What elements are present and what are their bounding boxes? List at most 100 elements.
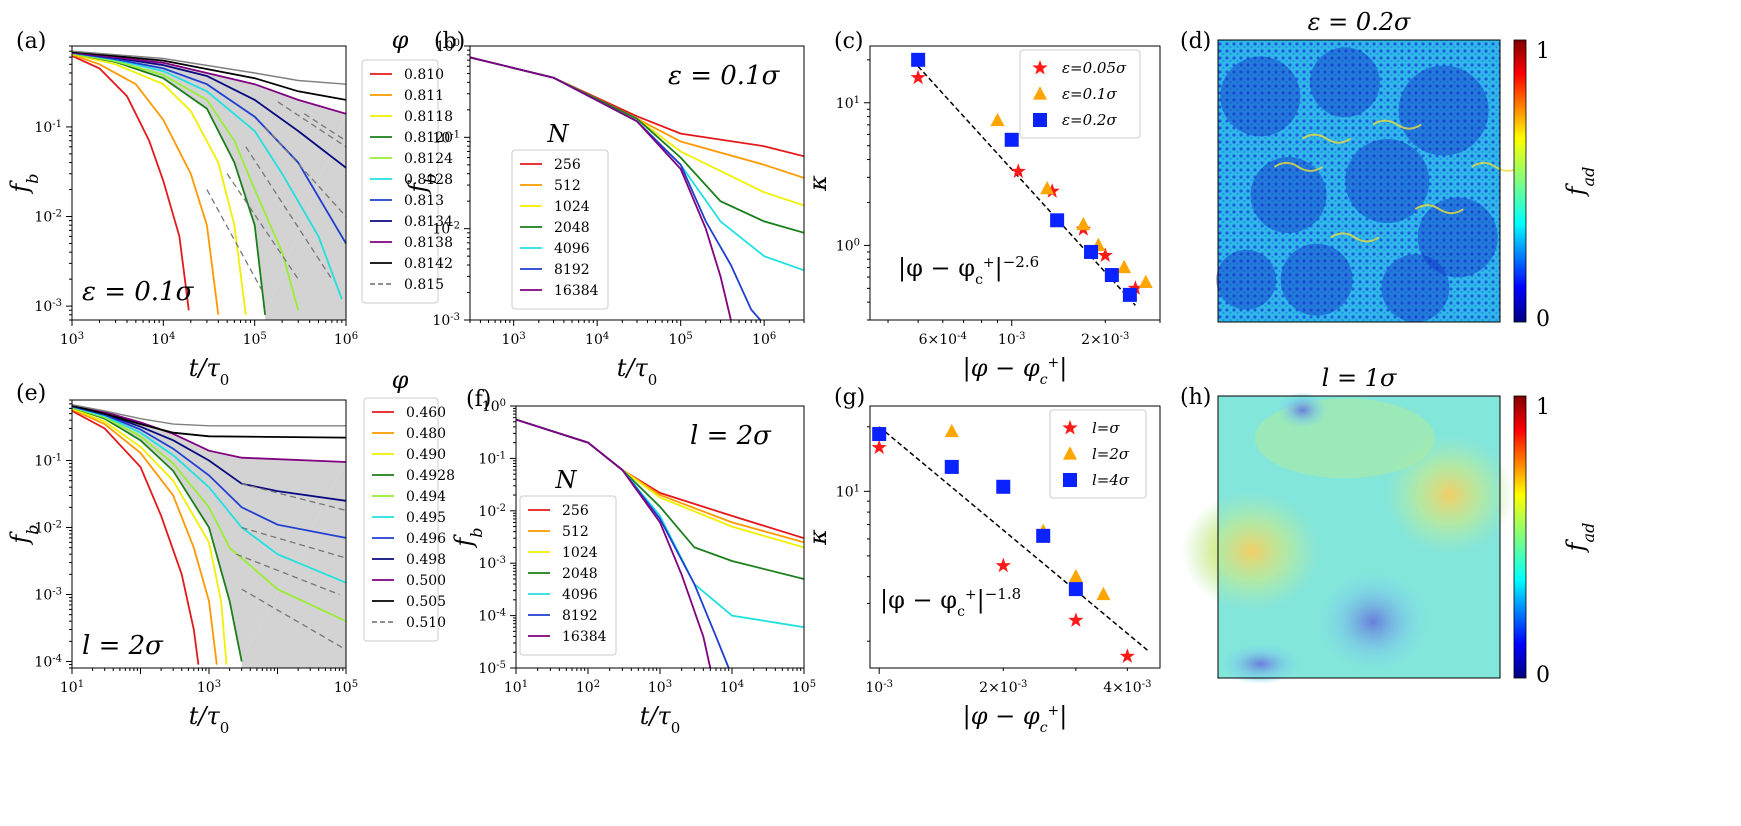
legend-entry-2048: 2048 bbox=[554, 220, 590, 236]
colorbar bbox=[1513, 395, 1527, 679]
legend-entry-0.505: 0.505 bbox=[406, 594, 446, 610]
heatmap-h: l = 1σ 1 0 fad bbox=[1181, 364, 1598, 688]
y-tick-label-3: 100 bbox=[436, 38, 460, 56]
point-square-3 bbox=[1084, 244, 1099, 259]
legend-entry-4096: 4096 bbox=[562, 587, 598, 603]
y-tick-label-0: 10-3 bbox=[34, 298, 62, 316]
series-line-0.495 bbox=[72, 406, 346, 584]
heatmap-frame bbox=[1217, 395, 1501, 679]
legend-entry-0.815: 0.815 bbox=[404, 277, 444, 293]
legend-entry-16384: 16384 bbox=[562, 629, 607, 645]
cluster-2 bbox=[1398, 65, 1489, 156]
legend-title: φ bbox=[392, 366, 409, 394]
bond-2 bbox=[1414, 204, 1464, 215]
legend-entry-0.8124: 0.8124 bbox=[404, 151, 453, 167]
legend-entry-0.8142: 0.8142 bbox=[404, 256, 453, 272]
point-star-2 bbox=[1044, 183, 1060, 198]
panel-e: 101 103 105 10-4 10-3 10-2 10-1 t/τ0 fb l = 2σ φ 0.… bbox=[6, 366, 455, 737]
x-tick-label-2: 105 bbox=[334, 679, 358, 697]
series-line-0.8118 bbox=[72, 53, 247, 315]
legend-entry-0.510: 0.510 bbox=[406, 615, 446, 631]
cluster-8 bbox=[1216, 249, 1277, 310]
panel-label-3: (d) bbox=[1180, 29, 1211, 54]
x-axis-label: t/τ0 bbox=[617, 354, 658, 389]
y-tick-label-1: 10-3 bbox=[34, 586, 62, 604]
point-triangle-2 bbox=[1068, 568, 1083, 583]
legend-entry-0.811: 0.811 bbox=[404, 88, 444, 104]
x-tick-label-2: 103 bbox=[648, 679, 672, 697]
legend-entry-1: ε=0.1σ bbox=[1062, 85, 1117, 103]
x-tick-label-1: 104 bbox=[585, 331, 609, 349]
series-line-0.811 bbox=[72, 53, 220, 315]
panel-label-7: (h) bbox=[1180, 385, 1211, 410]
panel-g: 10-3 2×10-3 4×10-3 101 |φ − φc+| κ |φ − φc+|−1… bbox=[804, 405, 1161, 736]
colorbar-label: fad bbox=[1562, 167, 1598, 198]
legend-marker-star bbox=[1032, 60, 1048, 75]
legend-entry-0.480: 0.480 bbox=[406, 426, 446, 442]
plot-area-f bbox=[516, 418, 804, 668]
y-tick-label-4: 10-1 bbox=[478, 450, 506, 468]
x-tick-label-0: 103 bbox=[60, 331, 84, 349]
y-tick-label-3: 10-1 bbox=[34, 452, 62, 470]
annotation-f: l = 2σ bbox=[690, 421, 772, 451]
point-triangle-1 bbox=[1040, 180, 1055, 195]
y-tick-label-0: 10-3 bbox=[432, 312, 460, 330]
legend-entry-1: l=2σ bbox=[1092, 445, 1130, 463]
y-tick-label-0: 10-5 bbox=[478, 660, 506, 678]
legend-entry-0.8118: 0.8118 bbox=[404, 109, 453, 125]
fit-line-3 bbox=[245, 146, 333, 280]
annotation-a: ε = 0.1σ bbox=[82, 277, 195, 307]
legend-marker-triangle bbox=[1063, 446, 1077, 460]
x-tick-label-3: 106 bbox=[334, 331, 358, 349]
x-tick-label-2: 105 bbox=[669, 331, 693, 349]
series-line-0.510 bbox=[72, 404, 346, 427]
x-axis-label: t/τ0 bbox=[189, 702, 230, 737]
shaded-region-tail bbox=[241, 461, 346, 668]
x-axis-label: t/τ0 bbox=[189, 354, 230, 389]
heatmap-title: ε = 0.2σ bbox=[1308, 8, 1411, 36]
shaded-region-tail bbox=[265, 113, 346, 320]
fit-line-0 bbox=[241, 483, 346, 512]
bond-4 bbox=[1273, 161, 1323, 172]
cluster-0 bbox=[1220, 56, 1301, 137]
legend-entry-2: l=4σ bbox=[1092, 471, 1130, 489]
point-star-2 bbox=[1068, 612, 1084, 627]
plot-area-b bbox=[470, 56, 804, 320]
x-axis-label: t/τ0 bbox=[640, 702, 681, 737]
colorbar-tick-max: 1 bbox=[1536, 39, 1550, 64]
point-square-2 bbox=[996, 479, 1011, 494]
y-axis-label: κ bbox=[804, 529, 832, 546]
series-line-0.8124 bbox=[72, 52, 300, 311]
point-square-4 bbox=[1104, 268, 1119, 283]
point-star-0 bbox=[910, 69, 926, 85]
y-axis-label: fb bbox=[450, 527, 486, 548]
legend-entry-0.496: 0.496 bbox=[406, 531, 446, 547]
fit-line-2 bbox=[236, 553, 340, 596]
x-tick-label-2: 4×10-3 bbox=[1103, 679, 1151, 697]
legend-entry-0.8138: 0.8138 bbox=[404, 235, 453, 251]
y-axis-label: fb bbox=[6, 173, 42, 194]
legend-entry-0.490: 0.490 bbox=[406, 447, 446, 463]
y-tick-label-1: 10-2 bbox=[34, 208, 62, 226]
bond-0 bbox=[1302, 133, 1352, 144]
series-line-16384 bbox=[470, 56, 732, 320]
legend-entry-0: ε=0.05σ bbox=[1062, 59, 1127, 77]
point-square-4 bbox=[1068, 582, 1083, 597]
series-line-0.8142 bbox=[72, 50, 346, 101]
legend-marker-square bbox=[1033, 113, 1047, 127]
legend-entry-0: l=σ bbox=[1092, 419, 1120, 437]
legend-entry-0.8120: 0.8120 bbox=[404, 130, 453, 146]
legend-entry-0.810: 0.810 bbox=[404, 67, 444, 83]
point-triangle-4 bbox=[1117, 259, 1132, 274]
series-line-0.496 bbox=[72, 405, 346, 539]
panel-label-0: (a) bbox=[16, 29, 46, 54]
x-axis-label: |φ − φc+| bbox=[963, 354, 1068, 388]
legend-title: φ bbox=[392, 26, 409, 54]
point-square-0 bbox=[872, 427, 887, 442]
cluster-4 bbox=[1345, 139, 1430, 223]
point-triangle-3 bbox=[1096, 586, 1111, 601]
legend-entry-1024: 1024 bbox=[562, 545, 598, 561]
series-line-0.490 bbox=[72, 407, 228, 665]
